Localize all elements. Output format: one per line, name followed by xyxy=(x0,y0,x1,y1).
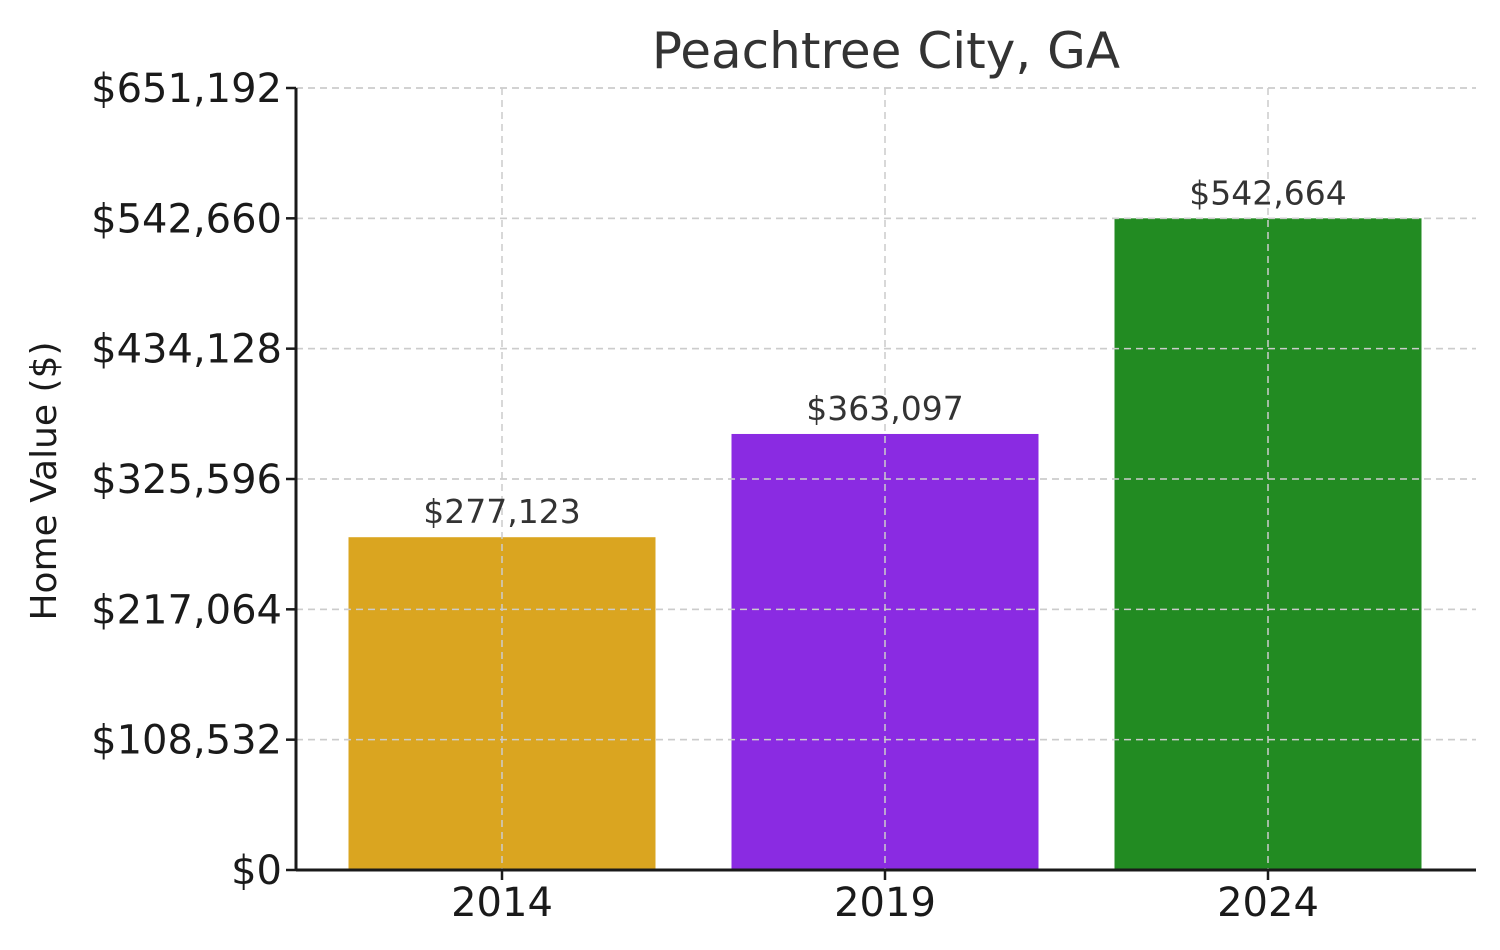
bar-value-label: $363,097 xyxy=(806,389,963,428)
bar-value-label: $277,123 xyxy=(423,492,580,531)
y-tick-label: $217,064 xyxy=(91,587,282,633)
y-tick-label: $0 xyxy=(231,848,282,894)
y-axis-label: Home Value ($) xyxy=(24,341,65,620)
y-tick-label: $434,128 xyxy=(91,327,282,373)
bar-value-label: $542,664 xyxy=(1189,173,1346,212)
chart-title: Peachtree City, GA xyxy=(652,22,1120,80)
y-tick-label: $325,596 xyxy=(91,457,282,503)
y-tick-label: $542,660 xyxy=(91,196,282,242)
x-tick-label: 2019 xyxy=(834,880,936,926)
data-labels: $277,123 $363,097 $542,664 xyxy=(423,173,1346,531)
x-tick-label: 2024 xyxy=(1217,880,1319,926)
x-ticks: 2014 2019 2024 xyxy=(451,870,1319,926)
y-tick-label: $651,192 xyxy=(91,66,282,112)
bars xyxy=(296,87,1476,870)
x-tick-label: 2014 xyxy=(451,880,553,926)
y-tick-label: $108,532 xyxy=(91,718,282,764)
y-ticks: $0 $108,532 $217,064 $325,596 $434,128 $542,6… xyxy=(91,66,296,894)
